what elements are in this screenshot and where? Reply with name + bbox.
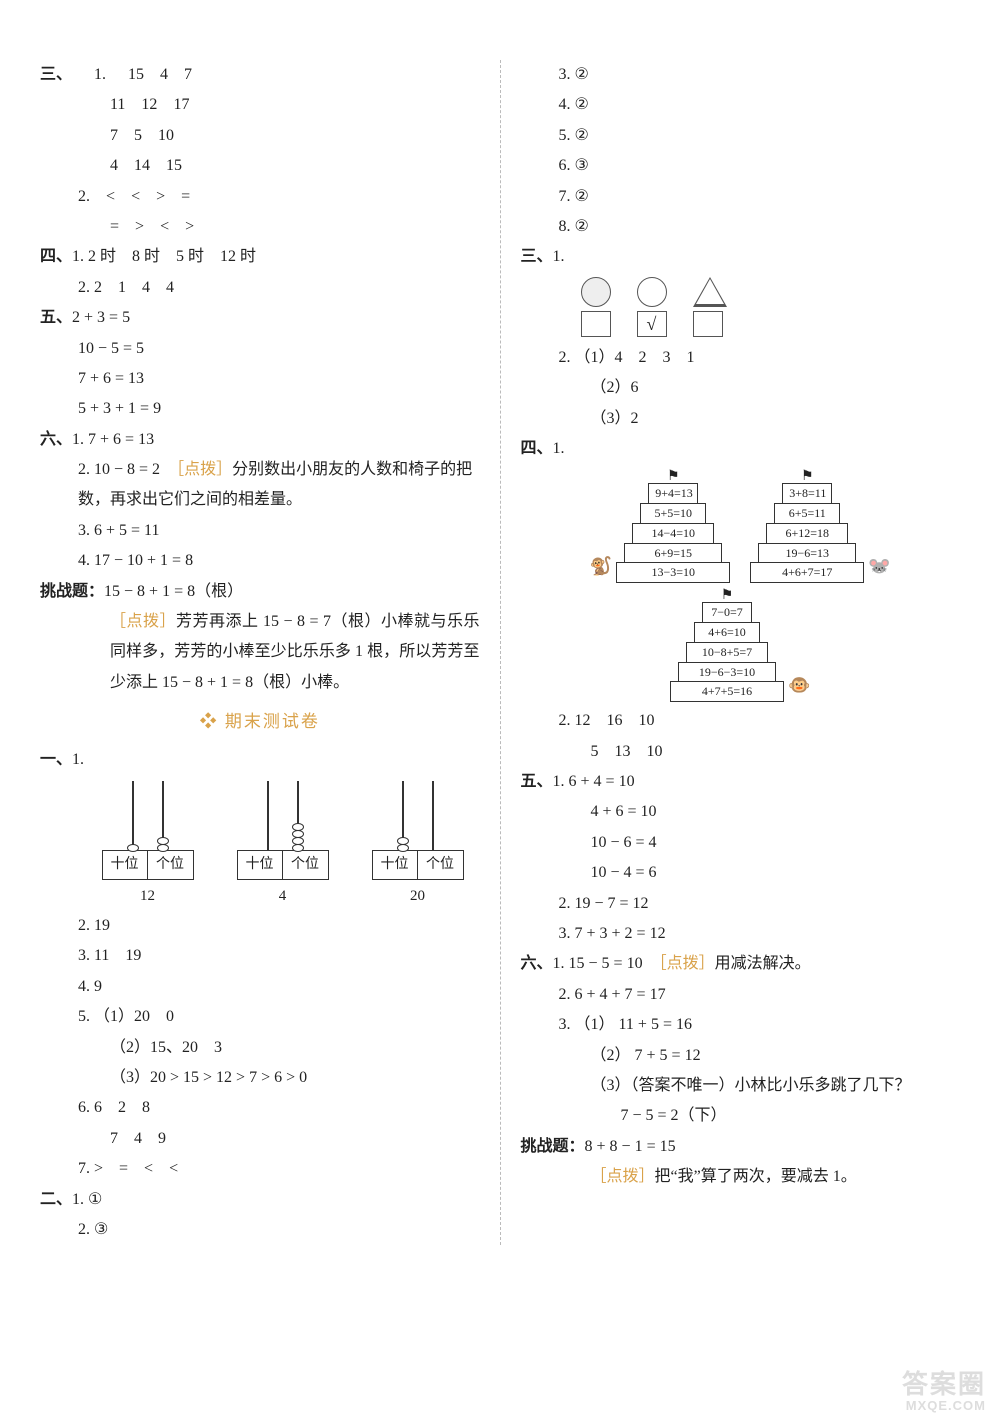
pyramid-step: 9+4=13 (648, 483, 698, 504)
hint-label: ［点拨］ (176, 461, 232, 478)
page: 三、 1. 15 4 7 11 12 17 7 5 10 4 14 15 2. … (0, 0, 1000, 1285)
section-si: 四、1. 2 时 8 时 5 时 12 时 2. 2 1 4 4 (40, 242, 480, 303)
list-item: 6. ③ (521, 151, 961, 181)
pyramid-step: 3+8=11 (782, 483, 832, 504)
pyramid-step: 6+5=11 (774, 503, 840, 524)
triangle-icon (693, 277, 727, 307)
list-item: 7 4 9 (40, 1124, 480, 1154)
pyramid-a: ⚑9+4=135+5=1014−4=106+9=1513−3=10 (616, 470, 730, 583)
abacus: 十位个位12 (95, 781, 200, 911)
pyramid-step: 4+6+7=17 (750, 562, 864, 583)
shape-row (521, 277, 961, 307)
pyramid-step: 5+5=10 (640, 503, 706, 524)
r-section-wu: 五、1. 6 + 4 = 104 + 6 = 1010 − 6 = 410 − … (521, 767, 961, 949)
list-item: 3. ② (521, 60, 961, 90)
san-row: = > < > (40, 212, 480, 242)
section-tiaozhan: 挑战题：15 − 8 + 1 = 8（根） ［点拨］芳芳再添上 15 − 8 =… (40, 577, 480, 699)
mascot-icon: 🐒 (590, 549, 612, 583)
san-1-n: 1. (94, 60, 106, 90)
left-column: 三、 1. 15 4 7 11 12 17 7 5 10 4 14 15 2. … (40, 60, 501, 1245)
list-item: 10 − 6 = 4 (521, 828, 961, 858)
circle-icon (581, 277, 611, 307)
list-item: 4. 9 (40, 972, 480, 1002)
list-item: 8. ② (521, 212, 961, 242)
watermark: 答案圈 MXQE.COM (902, 1370, 986, 1413)
list-item: 4 + 6 = 10 (521, 797, 961, 827)
pyramid-step: 4+7+5=16 (670, 681, 784, 702)
mascot-icon: 🐭 (868, 549, 890, 583)
banner-final-test: 期末测试卷 (40, 706, 480, 738)
r-section-san: 三、1. √ 2. （1）4 2 3 1 （2）6 （3）2 (521, 242, 961, 434)
abacus: 十位个位4 (230, 781, 335, 911)
list-item: 4. ② (521, 90, 961, 120)
san-row: 7 5 10 (40, 121, 480, 151)
pyramid-step: 10−8+5=7 (686, 642, 768, 663)
list-item: 3. 11 19 (40, 941, 480, 971)
circle-icon (637, 277, 667, 307)
list-item: 五、1. 6 + 4 = 10 (521, 767, 961, 797)
abacus-row: 十位个位12 十位个位4 十位个位20 (40, 781, 480, 911)
pyramid-step: 14−4=10 (632, 523, 714, 544)
list-item: 7. > = < < (40, 1154, 480, 1184)
section-san: 三、 1. 15 4 7 11 12 17 7 5 10 4 14 15 2. … (40, 60, 480, 242)
abacus: 十位个位20 (365, 781, 470, 911)
section-yi: 一、1. 十位个位12十位个位4十位个位20 2. 193. 11 194. 9… (40, 745, 480, 1185)
list-item: 2. 19 (40, 911, 480, 941)
san-row: 11 12 17 (40, 90, 480, 120)
pyramid-c: ⚑7−0=74+6=1010−8+5=719−6−3=104+7+5=16 (670, 589, 784, 702)
san-row: 4 14 15 (40, 151, 480, 181)
check-box-checked: √ (637, 311, 667, 337)
pyramid-step: 6+12=18 (766, 523, 848, 544)
r-section-tiaozhan: 挑战题：8 + 8 − 1 = 15 ［点拨］把“我”算了两次，要减去 1。 (521, 1132, 961, 1193)
check-row: √ (521, 311, 961, 337)
san-label: 三、 (40, 60, 72, 90)
pyramid-step: 6+9=15 (624, 543, 722, 564)
right-column: 3. ②4. ②5. ②6. ③7. ②8. ② 三、1. √ 2. （1）4 … (521, 60, 961, 1245)
r-section-si: 四、1. 🐒 ⚑9+4=135+5=1014−4=106+9=1513−3=10… (521, 434, 961, 767)
list-item: 2. 19 − 7 = 12 (521, 889, 961, 919)
pyramid-step: 13−3=10 (616, 562, 730, 583)
list-item: 7. ② (521, 182, 961, 212)
list-item: 6. 6 2 8 (40, 1093, 480, 1123)
pyramid-step: 19−6−3=10 (678, 662, 776, 683)
list-item: 3. 7 + 3 + 2 = 12 (521, 919, 961, 949)
mascot-icon: 🐵 (788, 668, 810, 702)
section-liu: 六、1. 7 + 6 = 13 2. 10 − 8 = 2 ［点拨］分别数出小朋… (40, 425, 480, 577)
pyramid-step: 19−6=13 (758, 543, 856, 564)
san-row: 2. < < > = (40, 182, 480, 212)
check-box (693, 311, 723, 337)
section-er: 二、1. ① 2. ③ (40, 1185, 480, 1246)
r-section-liu: 六、1. 15 − 5 = 10 ［点拨］用减法解决。 2. 6 + 4 + 7… (521, 949, 961, 1131)
san-row: 15 4 7 (128, 60, 192, 90)
section-er-cont: 3. ②4. ②5. ②6. ③7. ②8. ② (521, 60, 961, 242)
pyramid-step: 7−0=7 (702, 602, 752, 623)
pyramid-b: ⚑3+8=116+5=116+12=1819−6=134+6+7=17 (750, 470, 864, 583)
pyramid-step: 4+6=10 (694, 622, 760, 643)
list-item: 10 − 4 = 6 (521, 858, 961, 888)
check-box (581, 311, 611, 337)
list-item: 5. ② (521, 121, 961, 151)
section-wu: 五、2 + 3 = 5 10 − 5 = 5 7 + 6 = 13 5 + 3 … (40, 303, 480, 425)
